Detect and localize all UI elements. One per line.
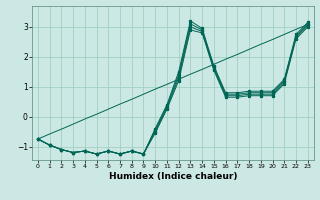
X-axis label: Humidex (Indice chaleur): Humidex (Indice chaleur) <box>108 172 237 181</box>
